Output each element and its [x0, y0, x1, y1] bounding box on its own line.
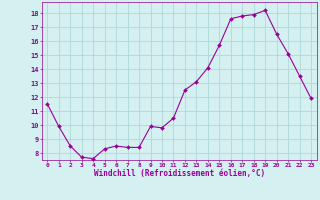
X-axis label: Windchill (Refroidissement éolien,°C): Windchill (Refroidissement éolien,°C) [94, 169, 265, 178]
